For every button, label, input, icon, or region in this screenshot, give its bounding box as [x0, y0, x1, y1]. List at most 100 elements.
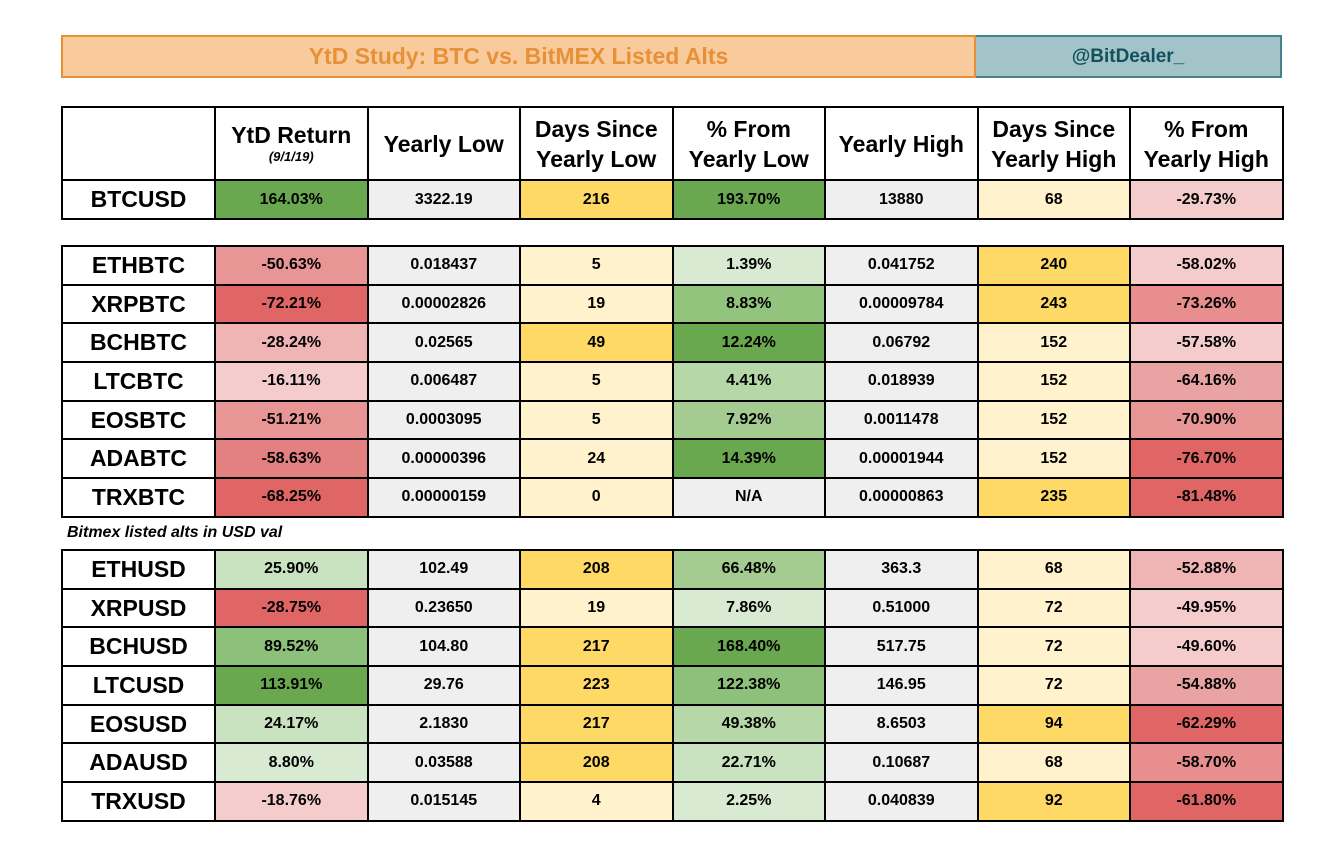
cell-pair: TRXUSD — [61, 781, 216, 822]
cell-days-since-high: 94 — [976, 703, 1131, 745]
cell-pair: BCHUSD — [61, 626, 216, 668]
cell-pct-from-low: 22.71% — [671, 742, 826, 784]
cell-yearly-high: 13880 — [824, 179, 979, 220]
cell-ytd-return: -68.25% — [214, 477, 369, 518]
cell-yearly-low: 0.015145 — [366, 781, 521, 822]
cell-pct-from-high: -73.26% — [1129, 283, 1284, 325]
cell-ytd-return: 164.03% — [214, 179, 369, 220]
cell-days-since-low: 24 — [519, 438, 674, 480]
cell-ytd-return: -16.11% — [214, 361, 369, 402]
cell-ytd-return: 113.91% — [214, 665, 369, 706]
cell-yearly-low: 0.23650 — [366, 587, 521, 629]
cell-yearly-low: 0.02565 — [366, 322, 521, 364]
cell-yearly-high: 0.018939 — [824, 361, 979, 402]
header-pct-from-low: % From Yearly Low — [671, 106, 826, 181]
table-row-trxusd: TRXUSD -18.76% 0.015145 4 2.25% 0.040839 92 -61… — [61, 781, 1284, 822]
cell-yearly-low: 104.80 — [366, 626, 521, 668]
cell-days-since-low: 217 — [519, 626, 674, 668]
cell-days-since-high: 72 — [976, 665, 1131, 706]
cell-pct-from-high: -29.73% — [1129, 179, 1284, 220]
header-blank — [61, 106, 216, 181]
cell-yearly-low: 0.018437 — [366, 245, 521, 286]
cell-days-since-high: 92 — [976, 781, 1131, 822]
cell-pct-from-high: -70.90% — [1129, 399, 1284, 441]
cell-days-since-low: 19 — [519, 587, 674, 629]
cell-ytd-return: -18.76% — [214, 781, 369, 822]
cell-pair: EOSBTC — [61, 399, 216, 441]
cell-yearly-high: 8.6503 — [824, 703, 979, 745]
cell-pct-from-low: 122.38% — [671, 665, 826, 706]
cell-pct-from-low: 1.39% — [671, 245, 826, 286]
cell-days-since-low: 49 — [519, 322, 674, 364]
cell-pct-from-high: -64.16% — [1129, 361, 1284, 402]
cell-days-since-low: 4 — [519, 781, 674, 822]
cell-pair: BCHBTC — [61, 322, 216, 364]
usd-section-note: Bitmex listed alts in USD val — [67, 524, 283, 541]
cell-yearly-low: 0.00000159 — [366, 477, 521, 518]
cell-ytd-return: 24.17% — [214, 703, 369, 745]
header-ytd-date: (9/1/19) — [268, 149, 314, 164]
table-row-xrpusd: XRPUSD -28.75% 0.23650 19 7.86% 0.51000 72 -49.… — [61, 587, 1284, 629]
cell-days-since-high: 243 — [976, 283, 1131, 325]
cell-yearly-high: 363.3 — [824, 549, 979, 590]
cell-pct-from-low: 66.48% — [671, 549, 826, 590]
cell-pct-from-high: -49.60% — [1129, 626, 1284, 668]
cell-days-since-high: 240 — [976, 245, 1131, 286]
header-yearly-high: Yearly High — [824, 106, 979, 181]
cell-days-since-low: 217 — [519, 703, 674, 745]
table-row-xrpbtc: XRPBTC -72.21% 0.00002826 19 8.83% 0.00009784… — [61, 283, 1284, 325]
cell-days-since-high: 152 — [976, 438, 1131, 480]
cell-yearly-high: 517.75 — [824, 626, 979, 668]
cell-yearly-low: 2.1830 — [366, 703, 521, 745]
cell-pair: BTCUSD — [61, 179, 216, 220]
header-yearly-low: Yearly Low — [366, 106, 521, 181]
cell-days-since-high: 152 — [976, 361, 1131, 402]
cell-pct-from-high: -57.58% — [1129, 322, 1284, 364]
cell-days-since-low: 208 — [519, 549, 674, 590]
cell-pct-from-high: -61.80% — [1129, 781, 1284, 822]
cell-yearly-low: 0.006487 — [366, 361, 521, 402]
cell-pair: ADAUSD — [61, 742, 216, 784]
cell-yearly-high: 0.10687 — [824, 742, 979, 784]
cell-pct-from-high: -62.29% — [1129, 703, 1284, 745]
cell-ytd-return: -51.21% — [214, 399, 369, 441]
table-row-ltcusd: LTCUSD 113.91% 29.76 223 122.38% 146.95 72 -54.… — [61, 665, 1284, 706]
cell-days-since-low: 216 — [519, 179, 674, 220]
usd-pairs-body: ETHUSD 25.90% 102.49 208 66.48% 363.3 68 -52.88… — [61, 549, 1284, 822]
cell-yearly-low: 3322.19 — [366, 179, 521, 220]
cell-pct-from-low: 12.24% — [671, 322, 826, 364]
cell-yearly-high: 0.00001944 — [824, 438, 979, 480]
cell-pct-from-low: 49.38% — [671, 703, 826, 745]
table-row-adabtc: ADABTC -58.63% 0.00000396 24 14.39% 0.0000194… — [61, 438, 1284, 480]
cell-days-since-low: 223 — [519, 665, 674, 706]
cell-days-since-low: 5 — [519, 245, 674, 286]
cell-ytd-return: -28.75% — [214, 587, 369, 629]
cell-days-since-low: 19 — [519, 283, 674, 325]
page-title: YtD Study: BTC vs. BitMEX Listed Alts — [61, 35, 976, 78]
cell-yearly-high: 0.00000863 — [824, 477, 979, 518]
cell-pct-from-low: 14.39% — [671, 438, 826, 480]
cell-pct-from-high: -49.95% — [1129, 587, 1284, 629]
cell-pct-from-low: 7.92% — [671, 399, 826, 441]
cell-ytd-return: 8.80% — [214, 742, 369, 784]
table-row-btcusd: BTCUSD 164.03% 3322.19 216 193.70% 13880 68 -29… — [61, 179, 1284, 220]
cell-pct-from-low: 7.86% — [671, 587, 826, 629]
table-row-bchusd: BCHUSD 89.52% 104.80 217 168.40% 517.75 72 -49.… — [61, 626, 1284, 668]
table-row-eosusd: EOSUSD 24.17% 2.1830 217 49.38% 8.6503 94 -62.2… — [61, 703, 1284, 745]
cell-pct-from-low: 168.40% — [671, 626, 826, 668]
cell-yearly-high: 0.041752 — [824, 245, 979, 286]
header-pct-from-high: % From Yearly High — [1129, 106, 1284, 181]
table-row-ethbtc: ETHBTC -50.63% 0.018437 5 1.39% 0.041752 240 -5… — [61, 245, 1284, 286]
table-row-ethusd: ETHUSD 25.90% 102.49 208 66.48% 363.3 68 -52.88… — [61, 549, 1284, 590]
cell-days-since-high: 68 — [976, 742, 1131, 784]
cell-pair: ETHBTC — [61, 245, 216, 286]
cell-yearly-high: 0.51000 — [824, 587, 979, 629]
cell-pct-from-high: -58.70% — [1129, 742, 1284, 784]
title-bar: YtD Study: BTC vs. BitMEX Listed Alts @B… — [61, 35, 1282, 78]
cell-yearly-low: 0.0003095 — [366, 399, 521, 441]
cell-pct-from-low: 193.70% — [671, 179, 826, 220]
cell-ytd-return: -50.63% — [214, 245, 369, 286]
cell-days-since-low: 5 — [519, 399, 674, 441]
cell-days-since-high: 152 — [976, 322, 1131, 364]
cell-days-since-high: 68 — [976, 549, 1131, 590]
